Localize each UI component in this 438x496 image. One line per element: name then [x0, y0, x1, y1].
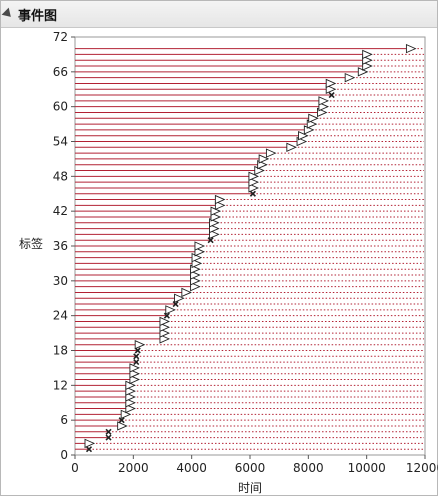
y-tick-label: 24 [53, 309, 68, 323]
y-tick-label: 54 [53, 135, 68, 149]
event-marker-x-37 [207, 237, 214, 244]
event-marker-triangle-49 [254, 165, 265, 176]
event-marker-triangle-35 [194, 247, 206, 257]
event-marker-triangle-70 [405, 43, 417, 54]
event-marker-triangle-30 [190, 276, 201, 286]
event-marker-triangle-14 [129, 369, 141, 379]
event-marker-triangle-19 [134, 340, 146, 350]
y-tick-label: 36 [53, 239, 68, 253]
event-marker-triangle-47 [248, 177, 260, 187]
event-marker-triangle-23 [159, 316, 171, 327]
x-tick-label: 0 [71, 461, 79, 475]
x-axis-title: 时间 [238, 481, 262, 495]
event-marker-triangle-13 [129, 374, 141, 385]
panel-title: 事件图 [18, 9, 58, 24]
event-marker-x-3 [105, 434, 112, 441]
event-marker-triangle-22 [159, 322, 171, 332]
y-tick-label: 48 [53, 169, 68, 183]
event-marker-x-45 [249, 190, 256, 197]
event-marker-triangle-55 [298, 131, 309, 141]
event-marker-triangle-8 [125, 403, 136, 414]
x-tick-label: 2000 [118, 461, 149, 475]
event-marker-triangle-27 [174, 293, 185, 303]
event-marker-triangle-64 [325, 78, 337, 89]
event-marker-triangle-43 [214, 200, 226, 211]
event-marker-triangle-15 [129, 363, 141, 373]
event-marker-triangle-63 [325, 84, 337, 94]
event-marker-x-4 [105, 428, 112, 435]
event-marker-triangle-46 [248, 183, 260, 193]
x-tick-label: 4000 [176, 461, 207, 475]
event-marker-x-17 [133, 353, 140, 360]
event-marker-triangle-38 [209, 229, 220, 240]
event-marker-triangle-33 [191, 258, 203, 269]
y-tick-label: 0 [60, 448, 68, 462]
x-tick-label: 10000 [348, 461, 386, 475]
event-marker-triangle-52 [265, 148, 277, 158]
event-marker-triangle-58 [308, 113, 319, 123]
event-marker-triangle-25 [165, 305, 176, 315]
event-marker-triangle-31 [190, 270, 201, 280]
y-tick-label: 66 [53, 65, 68, 79]
event-marker-triangle-11 [125, 386, 136, 396]
y-axis-title: 标签 [19, 236, 43, 251]
y-tick-label: 30 [53, 274, 68, 288]
event-marker-triangle-2 [84, 438, 96, 449]
event-marker-triangle-60 [318, 101, 330, 112]
event-marker-triangle-44 [214, 194, 226, 205]
panel-header[interactable]: 事件图 [1, 1, 437, 28]
y-tick-label: 12 [53, 378, 68, 392]
event-marker-triangle-41 [210, 212, 222, 222]
event-marker-triangle-20 [159, 334, 171, 344]
event-marker-triangle-61 [318, 96, 330, 106]
event-marker-triangle-48 [248, 171, 260, 182]
event-marker-triangle-10 [125, 392, 136, 402]
y-tick-label: 6 [60, 413, 68, 427]
event-marker-triangle-56 [303, 125, 315, 135]
event-marker-triangle-39 [209, 223, 220, 234]
y-tick-label: 60 [53, 100, 68, 114]
event-marker-triangle-21 [159, 328, 171, 338]
x-tick-label: 6000 [235, 461, 266, 475]
event-marker-x-62 [328, 91, 335, 99]
event-marker-x-16 [133, 359, 140, 366]
event-marker-triangle-67 [362, 61, 373, 71]
event-marker-triangle-34 [191, 252, 203, 263]
x-tick-label: 8000 [293, 461, 324, 475]
y-tick-label: 18 [53, 344, 68, 358]
event-marker-x-26 [172, 300, 179, 308]
event-marker-triangle-5 [117, 421, 128, 431]
event-marker-x-1 [85, 446, 93, 453]
event-marker-x-6 [118, 417, 125, 424]
event-marker-triangle-9 [125, 398, 136, 408]
event-marker-triangle-51 [258, 154, 270, 164]
event-marker-triangle-28 [181, 287, 192, 298]
event-marker-triangle-53 [286, 142, 297, 152]
event-marker-triangle-36 [194, 241, 206, 251]
event-marker-triangle-29 [190, 281, 201, 292]
y-tick-label: 42 [53, 204, 68, 218]
event-marker-triangle-68 [362, 55, 373, 65]
event-marker-triangle-65 [344, 72, 356, 83]
event-marker-x-18 [134, 347, 141, 354]
event-marker-triangle-69 [362, 49, 373, 60]
event-marker-x-24 [163, 312, 170, 319]
y-tick-label: 72 [53, 30, 68, 44]
